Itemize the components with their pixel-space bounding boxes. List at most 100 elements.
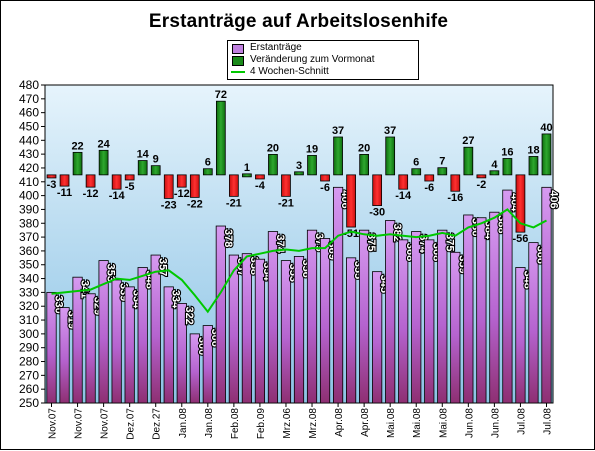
x-tick-label: Apr.08 (334, 408, 345, 437)
erstantraege-bar (437, 229, 448, 404)
erstantraege-value-label: 357 (157, 258, 169, 276)
change-value-label: 4 (491, 159, 498, 171)
average-line (51, 208, 547, 314)
erstantraege-bar (450, 251, 461, 404)
x-tick-label: Mrz.06 (282, 408, 293, 439)
legend: Erstanträge Veränderung zum Vormonat 4 W… (227, 40, 419, 80)
change-bar-positive (385, 136, 396, 176)
change-bar-negative (124, 174, 135, 181)
y-tick-label: 470 (19, 92, 39, 106)
x-tick-label: Nov.07 (74, 408, 85, 439)
change-bar-positive (150, 165, 161, 176)
x-tick-label: Dez.27 (152, 408, 163, 440)
y-axis: 2502602702802903003103203303403503603703… (19, 78, 45, 410)
x-tick-label: Jul.08 (542, 408, 553, 435)
x-tick-label: Nov.07 (48, 408, 59, 439)
change-value-label: -22 (187, 198, 203, 210)
change-bar-positive (437, 167, 448, 176)
change-bar-positive (502, 158, 513, 176)
y-tick-label: 430 (19, 147, 39, 161)
change-bar-negative (59, 174, 70, 187)
x-tick-label: Mai.08 (412, 408, 423, 438)
erstantraege-bar (424, 239, 435, 404)
legend-swatch-green (232, 56, 244, 66)
change-value-label: -5 (125, 181, 135, 193)
y-tick-label: 380 (19, 216, 39, 230)
y-tick-label: 280 (19, 355, 39, 369)
x-tick-label: Jun.08 (490, 408, 501, 438)
erstantraege-bar (398, 239, 409, 404)
erstantraege-value-label: 406 (547, 190, 559, 208)
change-value-label: -56 (512, 233, 528, 245)
erstantraege-bar (241, 253, 252, 404)
change-value-label: -51 (343, 228, 359, 240)
change-value-label: -23 (161, 199, 177, 211)
legend-label: Erstanträge (250, 42, 302, 53)
y-tick-label: 390 (19, 202, 39, 216)
change-value-label: 20 (267, 142, 279, 154)
change-bar-negative (281, 174, 291, 197)
change-bar-negative (176, 174, 187, 188)
erstantraege-bar (59, 307, 70, 404)
x-tick-label: Apr.08 (360, 408, 371, 437)
y-tick-label: 460 (19, 106, 39, 120)
x-tick-label: Jun.08 (464, 408, 475, 438)
erstantraege-bar (293, 256, 305, 404)
change-bar-positive (137, 160, 148, 176)
x-tick-label: Mrz.08 (308, 408, 319, 439)
change-value-label: -12 (174, 188, 190, 200)
y-tick-label: 300 (19, 327, 39, 341)
y-tick-label: 450 (19, 119, 39, 133)
change-value-label: -3 (47, 179, 57, 191)
y-tick-label: 370 (19, 230, 39, 244)
erstantraege-bar (163, 286, 174, 404)
change-bar-negative (189, 174, 200, 198)
erstantraege-bar (463, 214, 474, 404)
change-value-label: 3 (296, 160, 302, 172)
change-value-label: 16 (501, 146, 513, 158)
change-value-label: 18 (527, 144, 539, 156)
x-tick-label: Jul.08 (516, 408, 527, 435)
change-bar-negative (163, 174, 174, 199)
y-tick-label: 400 (19, 189, 39, 203)
erstantraege-bar (189, 333, 200, 404)
y-tick-label: 290 (19, 341, 39, 355)
change-value-label: 6 (205, 157, 211, 169)
change-bar-negative (229, 174, 239, 197)
change-bar-positive (307, 155, 317, 176)
change-bar-positive (202, 168, 213, 176)
change-bar-negative (255, 174, 265, 180)
change-bar-negative (398, 174, 409, 190)
y-tick-label: 440 (19, 133, 39, 147)
y-tick-label: 410 (19, 175, 39, 189)
legend-label: Veränderung zum Vormonat (250, 54, 375, 65)
y-tick-label: 420 (19, 161, 39, 175)
change-bar-positive (411, 168, 422, 176)
erstantraege-bar (541, 186, 552, 404)
change-value-label: -21 (226, 197, 242, 209)
x-tick-label: Jan.08 (204, 408, 215, 438)
change-bar-negative (450, 174, 461, 192)
change-value-label: 9 (153, 154, 159, 166)
y-tick-label: 480 (19, 78, 39, 92)
change-value-label: 6 (413, 157, 419, 169)
erstantraege-bar (111, 279, 122, 404)
change-bar-positive (463, 146, 474, 176)
erstantraege-value-label: 375 (443, 233, 455, 251)
x-tick-label: Mai.08 (386, 408, 397, 438)
change-value-label: 19 (306, 143, 318, 155)
change-value-label: 72 (215, 89, 227, 101)
change-bar-negative (346, 174, 356, 228)
change-bar-negative (111, 174, 122, 190)
x-tick-label: Dez.07 (126, 408, 137, 440)
erstantraege-bar (346, 257, 357, 404)
erstantraege-bar (385, 220, 396, 404)
y-tick-label: 360 (19, 244, 39, 258)
x-tick-label: Mai.08 (438, 408, 449, 438)
change-bar-positive (528, 156, 539, 176)
change-value-label: 14 (137, 149, 150, 161)
erstantraege-bar (85, 293, 96, 404)
change-value-label: 37 (332, 125, 344, 137)
erstantraege-bar (215, 225, 226, 404)
